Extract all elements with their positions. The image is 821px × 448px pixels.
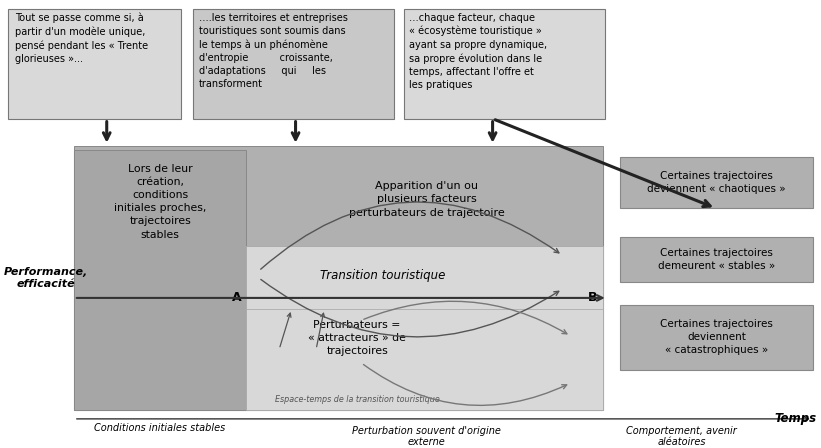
Text: Transition touristique: Transition touristique xyxy=(320,269,446,282)
Bar xyxy=(74,150,603,410)
Text: A: A xyxy=(232,291,241,305)
Text: Certaines trajectoires
demeurent « stables »: Certaines trajectoires demeurent « stabl… xyxy=(658,248,775,271)
Bar xyxy=(620,157,813,208)
Bar xyxy=(74,150,246,410)
Text: Lors de leur
création,
conditions
initiales proches,
trajectoires
stables: Lors de leur création, conditions initia… xyxy=(114,164,206,240)
Text: …chaque facteur, chaque
« écosystème touristique »
ayant sa propre dynamique,
sa: …chaque facteur, chaque « écosystème tou… xyxy=(409,13,547,90)
Text: Apparition d'un ou
plusieurs facteurs
perturbateurs de trajectoire: Apparition d'un ou plusieurs facteurs pe… xyxy=(349,181,505,218)
Bar xyxy=(620,237,813,282)
Text: Certaines trajectoires
deviennent
« catastrophiques »: Certaines trajectoires deviennent « cata… xyxy=(660,319,773,355)
Text: ….les territoires et entreprises
touristiques sont soumis dans
le temps à un phé: ….les territoires et entreprises tourist… xyxy=(199,13,347,89)
Text: Performance,
efficacité: Performance, efficacité xyxy=(4,267,89,289)
Text: Temps: Temps xyxy=(775,412,817,426)
Text: Espace-temps de la transition touristique: Espace-temps de la transition touristiqu… xyxy=(275,395,439,404)
Bar xyxy=(404,9,605,119)
Bar xyxy=(246,309,603,410)
Bar xyxy=(74,146,603,246)
Text: Certaines trajectoires
deviennent « chaotiques »: Certaines trajectoires deviennent « chao… xyxy=(647,171,786,194)
Text: Perturbateurs =
« attracteurs » de
trajectoires: Perturbateurs = « attracteurs » de traje… xyxy=(308,320,406,357)
Text: Conditions initiales stables: Conditions initiales stables xyxy=(94,423,226,433)
Bar xyxy=(620,305,813,370)
Text: Comportement, avenir
aléatoires: Comportement, avenir aléatoires xyxy=(626,426,736,447)
Bar xyxy=(193,9,394,119)
Text: B: B xyxy=(588,291,598,305)
Bar xyxy=(8,9,181,119)
Text: Tout se passe comme si, à
partir d'un modèle unique,
pensé pendant les « Trente
: Tout se passe comme si, à partir d'un mo… xyxy=(15,13,148,64)
Text: Perturbation souvent d'origine
externe: Perturbation souvent d'origine externe xyxy=(352,426,502,447)
Bar xyxy=(246,246,603,309)
